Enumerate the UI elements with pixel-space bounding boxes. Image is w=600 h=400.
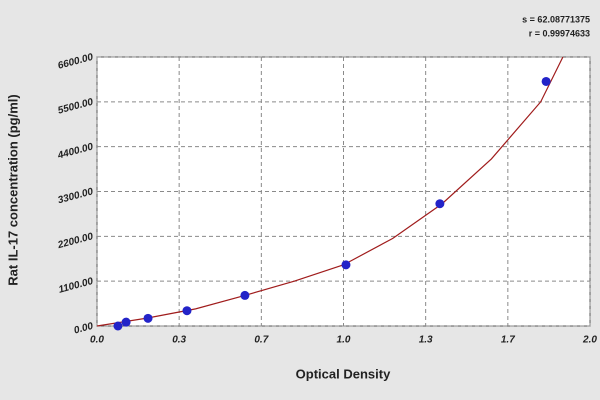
x-tick-label: 2.0	[582, 335, 597, 346]
x-tick-label: 0.3	[172, 335, 186, 346]
data-point	[113, 321, 123, 331]
x-tick-label: 1.7	[501, 335, 515, 346]
y-tick-label: 0.00	[73, 321, 95, 337]
x-tick-label: 1.0	[337, 335, 351, 346]
data-point	[143, 313, 153, 323]
y-axis-label: Rat IL-17 concentration (pg/ml)	[5, 94, 20, 285]
data-point	[541, 76, 551, 86]
data-point	[341, 260, 351, 270]
x-axis-label: Optical Density	[296, 366, 391, 381]
data-point	[240, 290, 250, 300]
x-tick-label: 1.3	[419, 335, 433, 346]
annotation: s = 62.08771375	[522, 14, 590, 24]
data-point	[435, 199, 445, 209]
x-tick-label: 0.0	[90, 335, 104, 346]
annotation: r = 0.99974633	[529, 28, 590, 38]
x-tick-label: 0.7	[254, 335, 268, 346]
data-point	[182, 306, 192, 316]
data-point	[121, 317, 131, 327]
